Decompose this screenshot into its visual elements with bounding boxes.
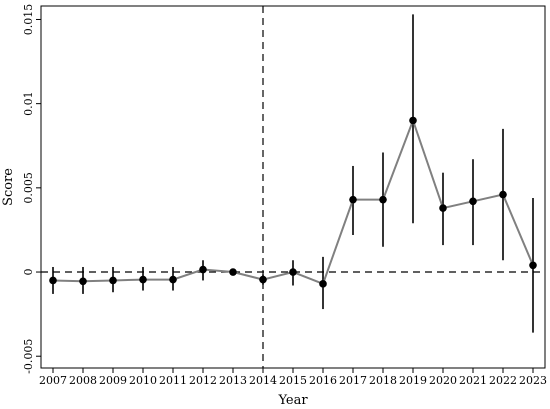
data-point — [349, 195, 357, 204]
data-point — [379, 195, 387, 204]
y-axis: -0.005 0 0.005 0.01 0.015 — [22, 4, 41, 374]
x-tick-label: 2007 — [39, 374, 67, 387]
x-tick-label: 2012 — [189, 374, 217, 387]
x-tick-label: 2014 — [249, 374, 277, 387]
series-line — [52, 117, 534, 286]
y-axis-title: Score — [1, 168, 16, 206]
data-point — [439, 204, 447, 212]
y-tick-label: 0.01 — [22, 91, 35, 116]
x-tick-label: 2009 — [99, 374, 127, 387]
x-axis-title: Year — [277, 393, 308, 408]
data-point — [229, 268, 237, 276]
data-point — [49, 276, 57, 285]
x-tick-label: 2010 — [129, 374, 157, 387]
x-tick-label: 2011 — [159, 374, 187, 387]
data-point — [289, 268, 297, 276]
y-tick-label: 0 — [22, 269, 35, 276]
x-tick-label: 2019 — [399, 374, 427, 387]
x-tick-label: 2020 — [429, 374, 457, 387]
data-point — [109, 276, 117, 285]
series-line-group — [52, 117, 534, 286]
y-tick-label: 0.005 — [22, 172, 35, 204]
data-point — [79, 277, 87, 286]
x-tick-label: 2018 — [369, 374, 397, 387]
data-point — [499, 190, 507, 199]
x-axis: 2007 2008 2009 2010 2011 2012 2013 2014 2015 2016… — [39, 368, 547, 387]
data-point — [529, 261, 537, 270]
x-tick-label: 2017 — [339, 374, 367, 387]
data-point — [469, 197, 477, 206]
data-points — [49, 116, 537, 288]
data-point — [199, 265, 207, 274]
y-tick-label: 0.015 — [22, 4, 35, 35]
x-tick-label: 2021 — [459, 374, 487, 387]
data-point — [409, 116, 417, 125]
x-tick-label: 2013 — [219, 374, 247, 387]
x-tick-label: 2023 — [519, 374, 547, 387]
plot-frame — [40, 5, 546, 369]
x-tick-label: 2015 — [279, 374, 307, 387]
data-point — [139, 275, 147, 284]
x-tick-label: 2008 — [69, 374, 97, 387]
data-point — [319, 280, 327, 288]
data-point — [169, 275, 177, 284]
x-tick-label: 2016 — [309, 374, 337, 387]
x-tick-label: 2022 — [489, 374, 517, 387]
data-point — [259, 275, 267, 284]
error-bars — [52, 14, 534, 333]
reference-lines — [41, 6, 545, 368]
y-tick-label: -0.005 — [22, 339, 35, 374]
